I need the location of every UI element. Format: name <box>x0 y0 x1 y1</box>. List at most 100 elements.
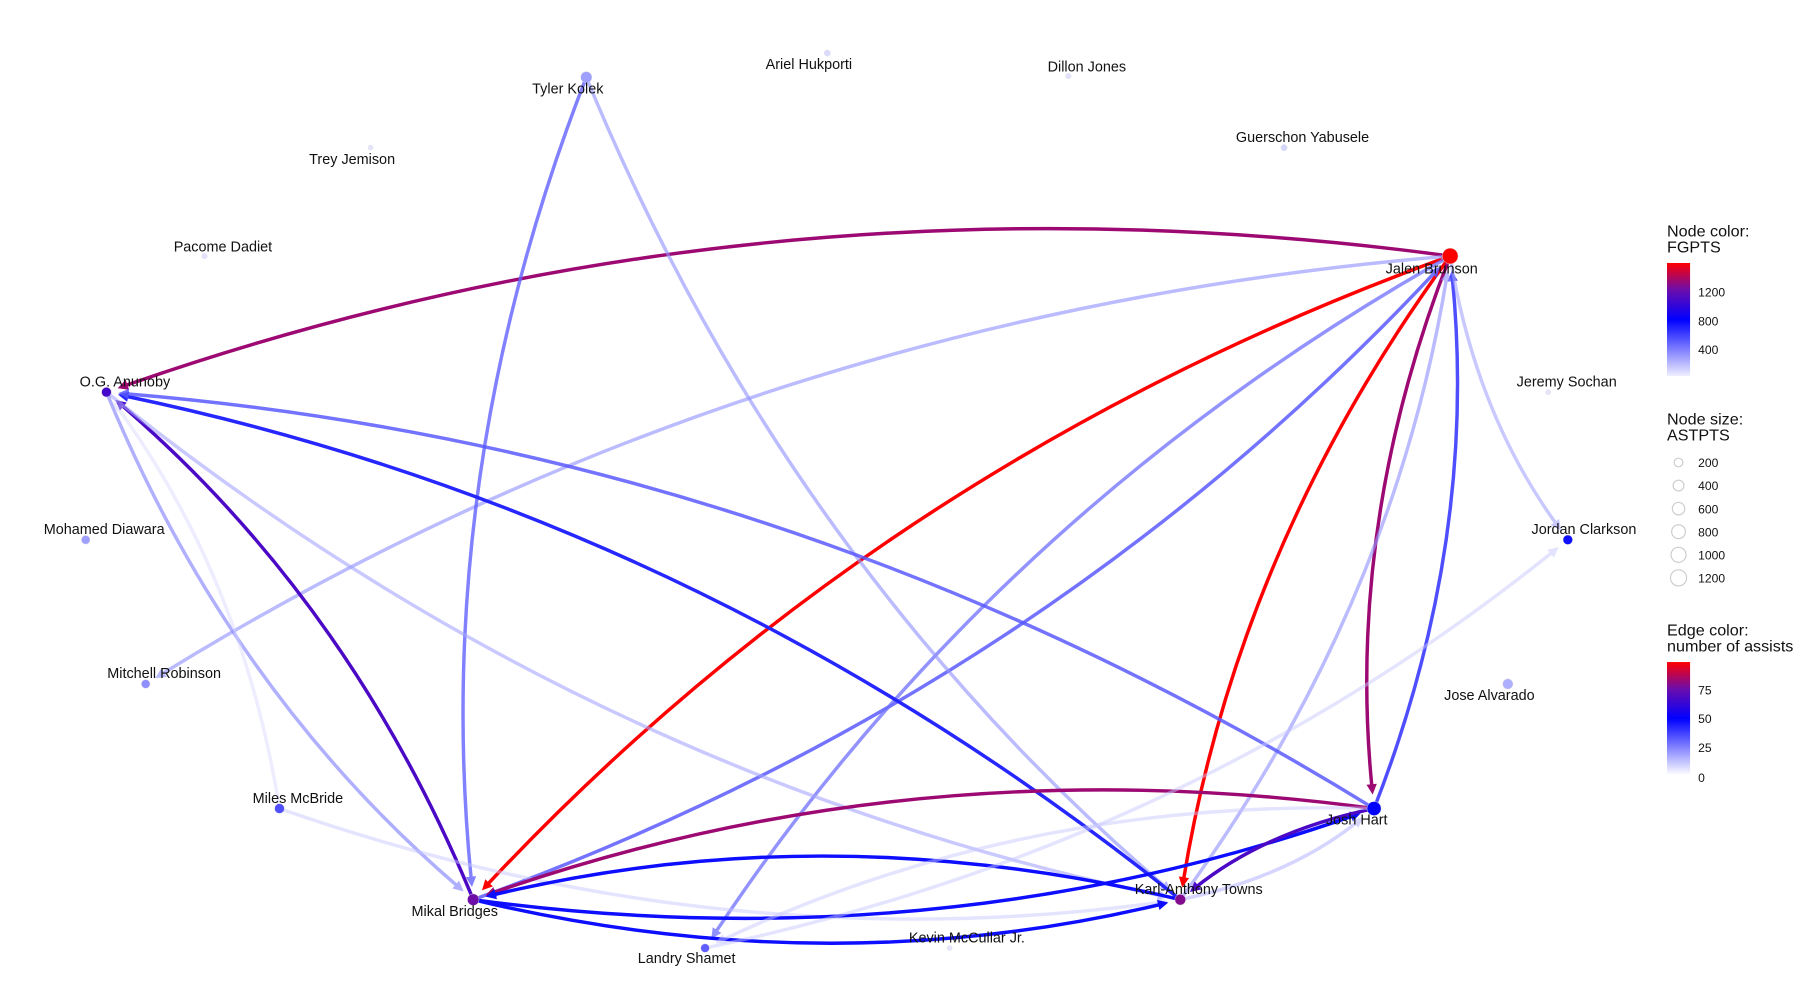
node-circle <box>141 679 151 689</box>
arrowhead-icon <box>118 388 130 400</box>
legend-tick: 25 <box>1698 741 1712 755</box>
size-key-circle <box>1671 524 1687 540</box>
edge-line <box>123 226 1451 388</box>
node-circle <box>1065 73 1072 80</box>
legend-tick: 400 <box>1698 343 1718 357</box>
arrowhead-icon <box>465 876 477 887</box>
node-label: Landry Shamet <box>638 951 736 967</box>
legend-tick: 600 <box>1698 502 1718 516</box>
legend-tick: 200 <box>1698 456 1718 470</box>
node-mikal-bridges: Mikal Bridges <box>412 893 498 920</box>
edge-tyler-kolek-to-karl-anthony-towns <box>584 76 1171 892</box>
node-label: Ariel Hukporti <box>766 57 852 73</box>
edge-tyler-kolek-to-mikal-bridges <box>461 76 588 887</box>
node-label: Jose Alvarado <box>1444 688 1535 704</box>
size-key-circle <box>1672 479 1685 492</box>
edge-line <box>104 391 460 889</box>
edge-line <box>720 806 1375 942</box>
edge-line <box>704 550 1555 950</box>
arrowhead-icon <box>117 379 130 390</box>
arrowhead-icon <box>711 927 722 939</box>
node-circle <box>101 387 112 398</box>
node-circle <box>1545 389 1551 395</box>
edge-line <box>473 813 1355 921</box>
edge-line <box>119 403 475 901</box>
edges-layer <box>104 76 1561 950</box>
edge-jalen-brunson-to-jordan-clarkson <box>1448 255 1561 531</box>
edge-line <box>278 806 1162 921</box>
edge-line <box>1181 255 1452 881</box>
edge-jalen-brunson-to-josh-hart <box>1365 255 1452 795</box>
node-label: Trey Jemison <box>309 152 395 168</box>
node-circle <box>1442 247 1459 265</box>
edge-karl-anthony-towns-to-jalen-brunson <box>1178 270 1452 901</box>
node-circle <box>1174 894 1186 906</box>
node-label: Mohamed Diawara <box>44 522 166 538</box>
edge-jalen-brunson-to-mitchell-robinson <box>155 254 1451 679</box>
node-tyler-kolek: Tyler Kolek <box>532 71 604 97</box>
node-label: Mitchell Robinson <box>107 666 221 682</box>
arrowhead-icon <box>1178 876 1190 888</box>
edge-karl-anthony-towns-to-josh-hart <box>1179 817 1364 902</box>
legend-tick: 400 <box>1698 479 1718 493</box>
node-circle <box>367 144 374 151</box>
legend-tick: 1200 <box>1698 285 1725 299</box>
edge-mikal-bridges-to-jalen-brunson <box>472 266 1441 902</box>
edge-line <box>491 854 1181 902</box>
edge-line <box>1365 255 1452 788</box>
edge-josh-hart-to-karl-anthony-towns <box>1189 806 1375 892</box>
edge-josh-hart-to-landry-shamet <box>715 806 1375 944</box>
edge-line <box>491 788 1375 895</box>
node-circle <box>1366 801 1382 816</box>
edge-jalen-brunson-to-mikal-bridges <box>481 254 1451 891</box>
node-label: Miles McBride <box>253 791 343 807</box>
edge-line <box>1372 277 1460 810</box>
node-guerschon-yabusele: Guerschon Yabusele <box>1236 130 1369 152</box>
size-key-circle <box>1673 457 1684 468</box>
node-ariel-hukporti: Ariel Hukporti <box>766 49 852 73</box>
size-key-circle <box>1670 546 1687 563</box>
node-circle <box>1280 144 1288 152</box>
legend: Node color: FGPTS 1200 800 400 Node size… <box>1667 222 1793 785</box>
node-circle <box>823 49 831 57</box>
node-circle <box>274 803 285 814</box>
arrowhead-icon <box>1351 817 1364 828</box>
arrowhead-icon <box>485 889 497 900</box>
node-circle <box>700 943 710 953</box>
node-jordan-clarkson: Jordan Clarkson <box>1532 522 1636 545</box>
node-jose-alvarado: Jose Alvarado <box>1444 678 1535 704</box>
edge-line <box>124 391 1375 811</box>
edge-line <box>584 76 1167 889</box>
legend-tick: 800 <box>1698 525 1718 539</box>
node-karl-anthony-towns: Karl-Anthony Towns <box>1135 882 1263 906</box>
edge-mikal-bridges-to-karl-anthony-towns <box>472 897 1169 945</box>
node-dillon-jones: Dillon Jones <box>1048 60 1126 80</box>
node-label: Dillon Jones <box>1048 60 1126 76</box>
legend-tick: 1200 <box>1698 571 1725 585</box>
arrowhead-icon <box>1366 783 1377 795</box>
node-color-bar <box>1667 262 1691 377</box>
edge-line <box>1448 255 1559 526</box>
edge-color-bar <box>1667 662 1691 776</box>
node-miles-mcbride: Miles McBride <box>253 791 343 814</box>
arrowhead-icon <box>1156 899 1169 910</box>
node-josh-hart: Josh Hart <box>1326 801 1388 829</box>
arrowhead-icon <box>113 401 124 414</box>
edge-line <box>461 76 588 881</box>
edge-karl-anthony-towns-to-mikal-bridges <box>485 854 1181 902</box>
node-circle <box>946 945 953 951</box>
node-label: O.G. Anunoby <box>80 374 171 390</box>
edge-line <box>472 897 1162 945</box>
node-jalen-brunson: Jalen Brunson <box>1386 247 1478 277</box>
arrowhead-icon <box>155 668 167 679</box>
node-kevin-mccullar-jr-: Kevin McCullar Jr. <box>909 930 1025 951</box>
legend-title: Edge color: <box>1667 622 1749 640</box>
edge-line <box>1179 820 1359 902</box>
node-label: Pacome Dadiet <box>174 239 272 255</box>
legend-title: FGPTS <box>1667 239 1721 257</box>
edge-miles-mcbride-to-karl-anthony-towns <box>278 806 1169 921</box>
node-circle <box>1562 534 1573 545</box>
node-mitchell-robinson: Mitchell Robinson <box>107 666 221 689</box>
arrowhead-icon <box>715 934 727 944</box>
